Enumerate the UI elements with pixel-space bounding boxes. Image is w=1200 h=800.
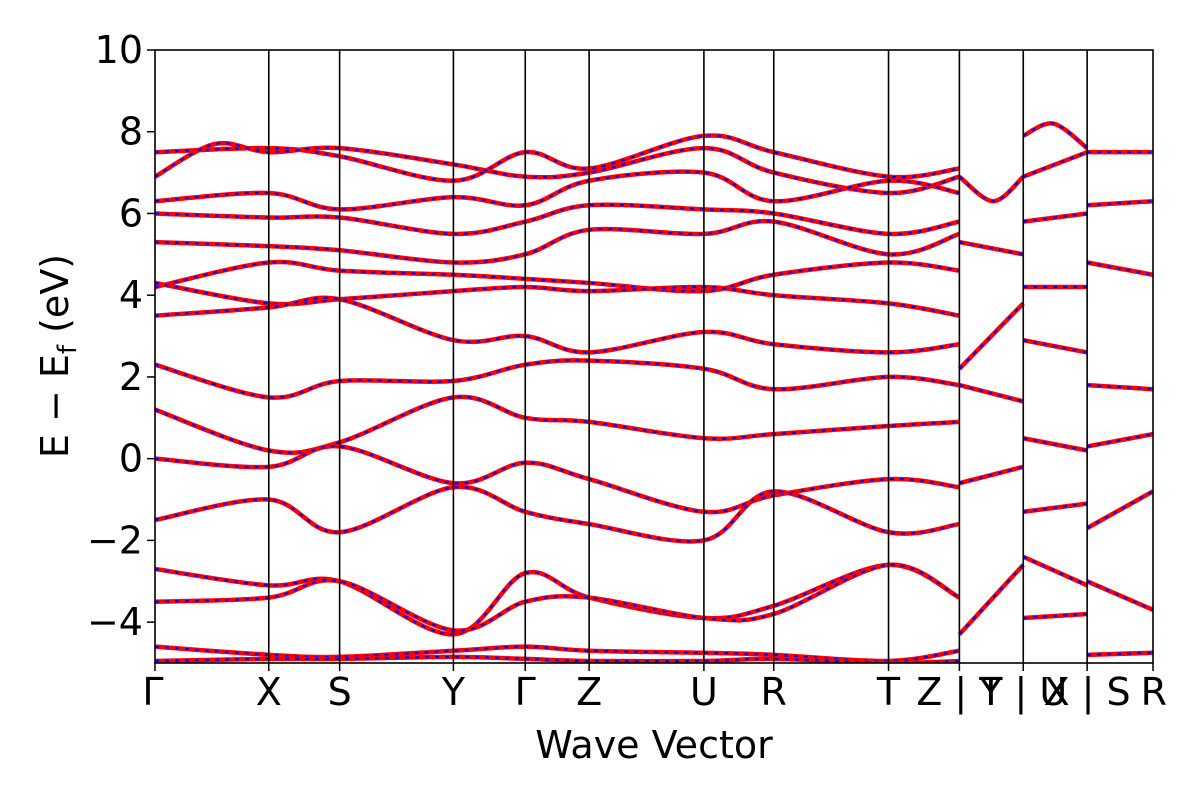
band-line-overlay-6 (155, 281, 960, 317)
band-line-overlay-19 (959, 384, 1024, 403)
plot-frame (154, 49, 1154, 664)
band-line-9 (155, 394, 960, 456)
band-line-11 (155, 484, 960, 544)
x-tick-label: R (761, 670, 787, 714)
band-line-overlay-27 (1023, 437, 1088, 452)
x-tick-label: X (256, 670, 282, 714)
y-tick-label: −2 (87, 518, 143, 562)
band-line-overlay-33 (1086, 261, 1153, 276)
y-tick-label: 2 (119, 355, 143, 399)
band-line-overlay-8 (155, 359, 960, 399)
band-line-overlay-5 (155, 260, 960, 293)
high-symmetry-lines (267, 50, 1088, 663)
band-line-2 (155, 169, 960, 212)
x-tick-label: T (876, 670, 901, 714)
band-line-1 (155, 140, 960, 196)
band-line-7 (155, 295, 960, 355)
y-tick-label: 10 (95, 28, 143, 72)
band-line-overlay-32 (1087, 200, 1153, 207)
band-line-overlay-3 (155, 203, 960, 236)
band-line-overlay-17 (959, 240, 1024, 256)
band-line-overlay-28 (1023, 502, 1088, 513)
x-tick-label: Z | Y (916, 670, 1003, 715)
band-line-overlay-0 (155, 134, 960, 182)
band-line-4 (155, 218, 961, 265)
band-line-overlay-38 (1087, 651, 1153, 656)
y-tick-label: 8 (119, 110, 143, 154)
x-tick-label: Γ (515, 670, 536, 714)
y-tick-label: 0 (119, 437, 143, 481)
y-axis-ticks: −4 −2 0 2 4 6 8 10 (87, 28, 155, 644)
band-line-18 (957, 301, 1025, 371)
x-tick-label: Y (441, 670, 466, 714)
x-tick-label: U (690, 670, 718, 714)
y-tick-label: 6 (119, 191, 143, 235)
band-line-overlay-14 (155, 645, 960, 663)
band-line-overlay-30 (1023, 612, 1088, 620)
y-tick-label: −4 (87, 600, 143, 644)
band-line-13 (155, 562, 961, 633)
x-tick-label: X | S (1044, 670, 1131, 715)
band-line-overlay-16 (958, 175, 1025, 203)
band-line-overlay-24 (1023, 212, 1088, 223)
band-line-overlay-26 (1023, 339, 1088, 354)
band-line-overlay-20 (959, 465, 1024, 485)
band-line-overlay-36 (1086, 490, 1153, 530)
band-line-overlay-35 (1086, 433, 1153, 448)
band-line-21 (957, 563, 1025, 636)
band-line-overlay-29 (1022, 555, 1088, 587)
band-lines (155, 121, 1153, 663)
band-line-overlay-15 (155, 655, 960, 663)
x-tick-label: Z (576, 670, 602, 714)
x-tick-label: S (328, 670, 352, 714)
x-tick-label: T | U (978, 670, 1067, 715)
x-tick-label: Γ (142, 670, 163, 714)
band-line-6 (155, 280, 960, 318)
band-line-22 (1022, 121, 1089, 150)
band-line-overlay-12 (155, 563, 960, 636)
band-line-overlay-10 (155, 445, 960, 514)
band-line-overlay-23 (1022, 151, 1088, 178)
y-tick-label: 4 (119, 273, 143, 317)
band-line-overlay-22 (1022, 122, 1088, 149)
x-axis-title: Wave Vector (535, 723, 773, 767)
x-tick-label: R (1141, 670, 1167, 714)
band-line-overlay-37 (1086, 580, 1153, 611)
band-line-overlay-34 (1087, 384, 1153, 391)
band-line-8 (155, 358, 960, 400)
band-line-overlay-9 (155, 395, 960, 454)
band-line-16 (957, 174, 1025, 204)
band-line-3 (155, 202, 960, 237)
y-axis-title: E − Ef (eV) (33, 254, 83, 458)
band-line-12 (155, 562, 961, 637)
band-line-0 (155, 133, 960, 184)
